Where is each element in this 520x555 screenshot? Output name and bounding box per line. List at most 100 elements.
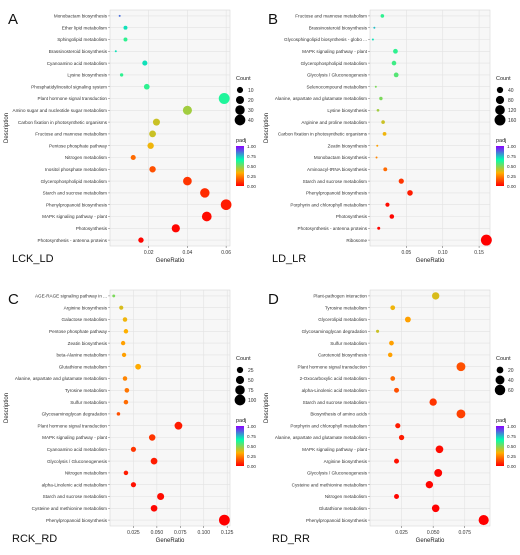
data-point xyxy=(183,176,192,186)
size-legend-label: 40 xyxy=(508,88,514,94)
category-label: Sulfur metabolism xyxy=(330,341,367,346)
panel-corner-label: LD_LR xyxy=(272,253,306,265)
color-legend-tick: 0.00 xyxy=(247,184,256,189)
category-label: Brassinosteroid biosynthesis xyxy=(309,25,368,30)
category-label: Tyrosine metabolism xyxy=(65,388,107,393)
category-label: Arginine and proline metabolism xyxy=(301,120,367,125)
data-point xyxy=(385,202,390,207)
data-point xyxy=(407,190,413,196)
category-label: Nitrogen metabolism xyxy=(65,155,107,160)
size-legend-dot xyxy=(234,114,246,126)
color-legend-tick: 0.50 xyxy=(507,164,516,169)
color-legend-title: padj xyxy=(236,418,246,424)
data-point xyxy=(375,156,378,159)
category-label: Porphyrin and chlorophyll metabolism xyxy=(290,202,367,207)
x-axis-title: GeneRatio xyxy=(156,538,185,544)
data-point xyxy=(380,14,385,18)
category-label: beta-Alanine metabolism xyxy=(56,353,107,358)
data-point xyxy=(116,412,121,416)
category-label: Starch and sucrose metabolism xyxy=(303,400,368,405)
x-tick-label: 0.05 xyxy=(401,250,411,256)
category-label: Aminoacyl-tRNA biosynthesis xyxy=(307,167,368,172)
category-label: Zeatin biosynthesis xyxy=(68,341,108,346)
category-label: Glycolysis / Gluconeogenesis xyxy=(47,459,108,464)
size-legend-dot xyxy=(495,375,505,385)
x-tick-label: 0.075 xyxy=(458,530,471,536)
category-label: Glycerolipid metabolism xyxy=(318,317,367,322)
color-legend-tick: 0.00 xyxy=(507,464,516,469)
category-label: Inositol phosphate metabolism xyxy=(45,167,107,172)
size-legend-dot xyxy=(495,105,505,115)
category-label: Alanine, aspartate and glutamate metabol… xyxy=(15,376,107,381)
panel-letter: A xyxy=(8,11,18,28)
data-point xyxy=(432,292,440,300)
category-label: Starch and sucrose metabolism xyxy=(43,191,108,196)
category-label: Photosynthesis xyxy=(336,214,368,219)
data-point xyxy=(182,105,192,115)
size-legend-label: 20 xyxy=(248,98,254,104)
category-label: Glycosphingolipid biosynthesis - globo .… xyxy=(284,37,367,42)
data-point xyxy=(434,468,443,477)
size-legend-label: 30 xyxy=(248,108,254,114)
category-label: Pentose phosphate pathway xyxy=(49,143,108,148)
x-axis-title: GeneRatio xyxy=(416,538,445,544)
size-legend-label: 40 xyxy=(248,118,254,124)
x-tick-label: 0.02 xyxy=(144,250,154,256)
data-point xyxy=(123,470,129,476)
panel-b: B Fructose and mannose metabolism Brassino… xyxy=(264,9,517,265)
category-label: Plant hormone signal transduction xyxy=(298,364,368,369)
data-point xyxy=(398,178,404,184)
color-legend-tick: 0.25 xyxy=(507,174,516,179)
color-legend-tick: 0.50 xyxy=(247,164,256,169)
category-label: Phosphatidylinositol signaling system xyxy=(31,84,107,89)
category-label: Starch and sucrose metabolism xyxy=(43,494,108,499)
data-point xyxy=(143,83,150,90)
data-point xyxy=(119,305,124,310)
size-legend-title: Count xyxy=(236,76,251,82)
color-legend-tick: 0.75 xyxy=(247,434,256,439)
category-label: AGE-RAGE signaling pathway in ... xyxy=(35,294,107,299)
data-point xyxy=(123,329,129,334)
data-point xyxy=(435,445,444,454)
color-legend-tick: 0.00 xyxy=(507,184,516,189)
color-legend-tick: 1.00 xyxy=(247,424,256,429)
size-legend-label: 120 xyxy=(508,108,517,114)
category-label: alpha-Linolenic acid metabolism xyxy=(302,388,368,393)
panel-letter: B xyxy=(268,11,278,28)
x-axis-title: GeneRatio xyxy=(416,258,445,264)
data-point xyxy=(142,60,148,66)
data-point xyxy=(377,226,381,230)
category-label: Cyanoamino acid metabolism xyxy=(47,447,107,452)
data-point xyxy=(124,387,130,393)
data-point xyxy=(149,166,156,173)
category-label: Nitrogen metabolism xyxy=(65,471,107,476)
data-point xyxy=(391,60,397,66)
category-label: Nitrogen metabolism xyxy=(325,494,367,499)
data-point xyxy=(112,294,116,298)
category-label: Porphyrin and chlorophyll metabolism xyxy=(290,423,367,428)
panel-corner-label: RD_RR xyxy=(272,533,310,545)
data-point xyxy=(456,409,466,419)
category-label: Glycerophospholipid metabolism xyxy=(41,179,108,184)
data-point xyxy=(122,376,128,381)
category-label: Cyanoamino acid metabolism xyxy=(47,61,107,66)
data-point xyxy=(393,72,399,78)
size-legend-dot xyxy=(496,86,504,94)
data-point xyxy=(390,305,396,311)
category-label: Phenylpropanoid biosynthesis xyxy=(46,518,108,523)
data-point xyxy=(394,494,400,499)
color-legend-tick: 1.00 xyxy=(247,144,256,149)
category-label: MAPK signaling pathway - plant xyxy=(42,214,108,219)
category-label: Pentose phosphate pathway xyxy=(49,329,108,334)
data-point xyxy=(122,317,128,322)
category-label: Plant hormone signal transduction xyxy=(38,423,108,428)
category-label: Glycolysis / Gluconeogenesis xyxy=(307,73,368,78)
color-legend-bar xyxy=(236,426,244,466)
category-label: alpha-Linolenic acid metabolism xyxy=(42,482,108,487)
data-point xyxy=(119,73,124,77)
category-label: Glutathione metabolism xyxy=(319,506,367,511)
size-legend-dot xyxy=(234,394,246,406)
panel-corner-label: RCK_RD xyxy=(12,533,57,545)
plot-area xyxy=(369,289,491,527)
